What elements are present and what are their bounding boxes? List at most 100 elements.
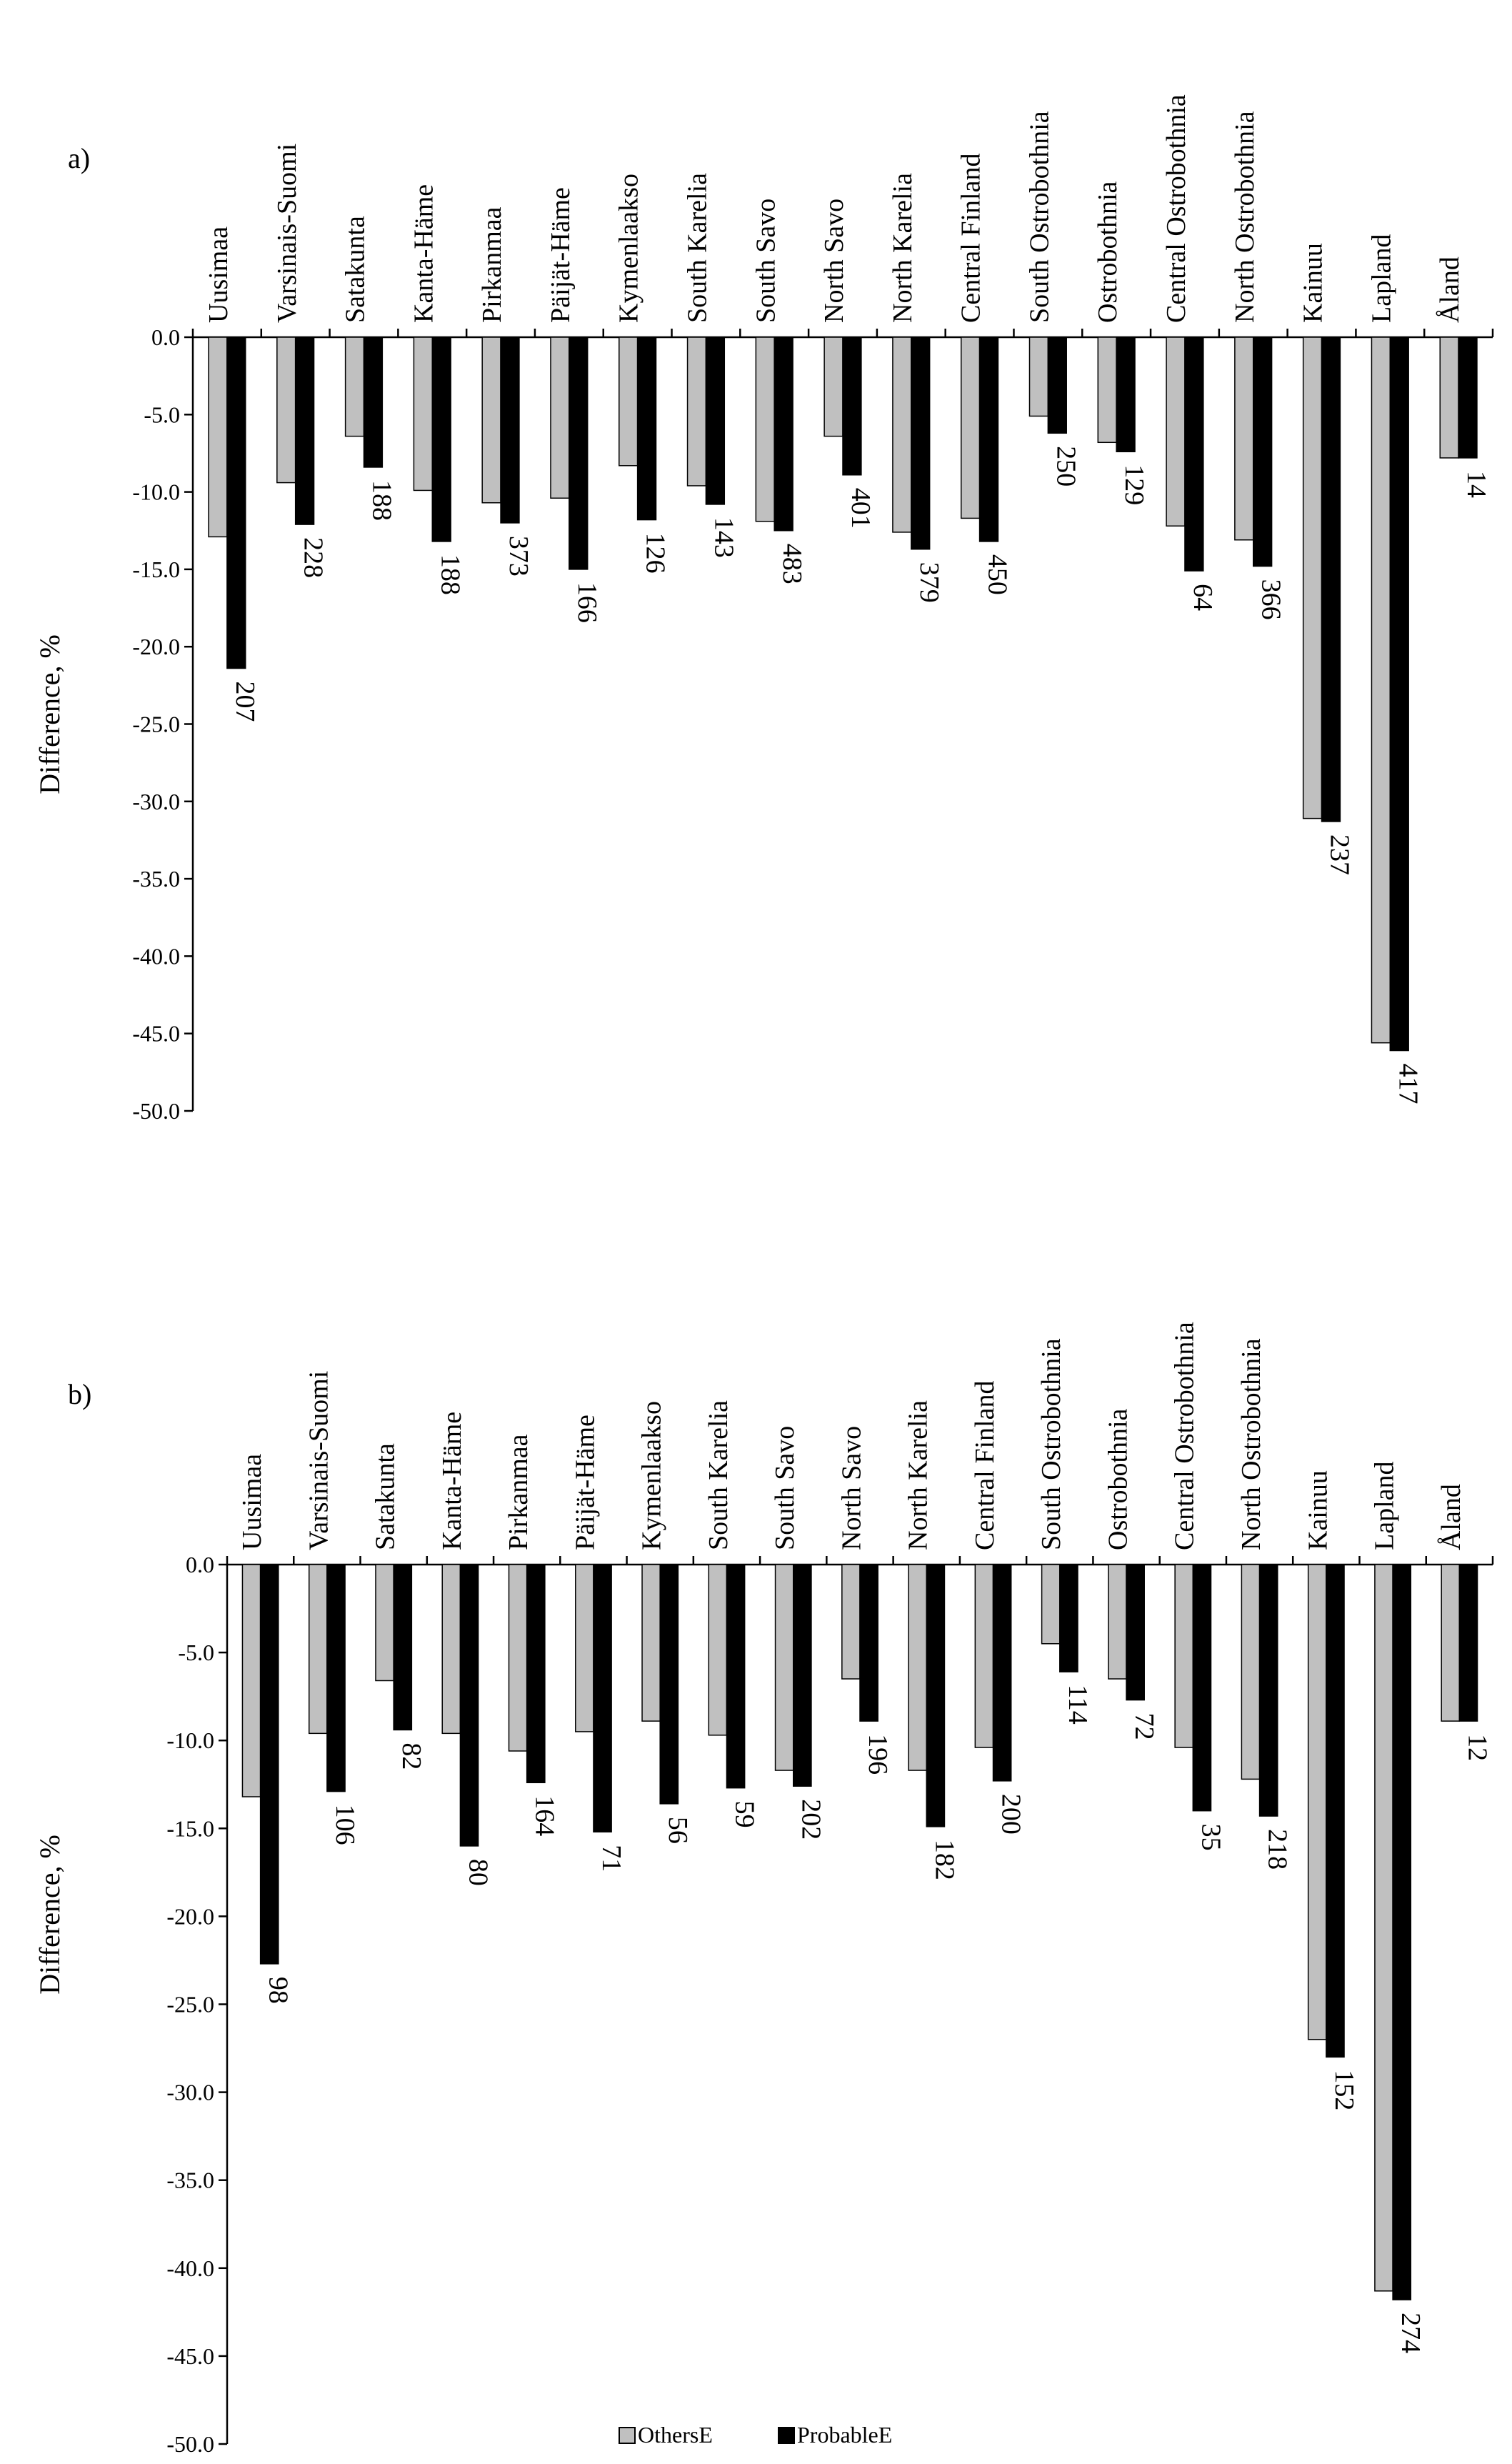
region-label-a-south-karelia: South Karelia [682,173,712,323]
legend-label-probablee: ProbableE [797,2422,892,2448]
bar-b-north-ostrobothnia-otherse [1241,1564,1261,1780]
bar-b-lapland-otherse [1374,1564,1393,2292]
count-label-a-aland: 14 [1461,471,1491,498]
bar-b-south-karelia-probablee [726,1564,746,1789]
bar-a-pirkanmaa-otherse [481,336,501,504]
region-label-a-north-savo: North Savo [819,199,849,323]
bar-b-ostrobothnia-probablee [1126,1564,1145,1701]
panel-b-y-tick-label: -25.0 [166,1992,214,2017]
bar-a-aland-otherse [1439,336,1459,459]
bar-a-central-finland-probablee [978,336,999,542]
bar-a-aland-probablee [1458,336,1478,459]
region-label-a-north-ostrobothnia: North Ostrobothnia [1230,111,1260,323]
region-label-b-uusimaa: Uusimaa [237,1454,267,1550]
bar-a-kainuu-probablee [1321,336,1341,822]
panel-b-y-tick-label: -40.0 [166,2255,214,2281]
panel-a-y-ticks: 0.0 -5.0 -10.0 -15.0 -20.0 -25.0 -30.0 -35.0 -40… [132,324,1494,1124]
region-label-a-pirkanmaa: Pirkanmaa [477,206,507,323]
bar-a-ostrobothnia-probablee [1116,336,1136,453]
bar-b-north-karelia-otherse [908,1564,928,1771]
region-label-b-central-finland: Central Finland [970,1381,1000,1550]
bar-b-kanta-hame-probablee [459,1564,479,1847]
panel-a-region-labels: Uusimaa Varsinais-Suomi Satakunta Kanta-Häm… [204,94,1465,323]
bar-a-satakunta-otherse [344,336,365,437]
region-label-b-north-ostrobothnia: North Ostrobothnia [1236,1338,1266,1550]
region-label-b-pirkanmaa: Pirkanmaa [504,1434,534,1550]
bar-a-kymenlaakso-probablee [636,336,657,521]
region-label-b-kymenlaakso: Kymenlaakso [637,1401,667,1550]
panel-a-y-tick-label: 0.0 [151,324,180,350]
region-label-a-ostrobothnia: Ostrobothnia [1093,181,1123,323]
region-label-a-lapland: Lapland [1366,234,1396,323]
panel-b-label: b) [68,1378,91,1410]
panel-b-y-tick-label: 0.0 [186,1552,214,1577]
count-label-b-south-karelia: 59 [729,1801,759,1828]
bar-b-kanta-hame-otherse [441,1564,461,1735]
region-label-a-central-ostrobothnia: Central Ostrobothnia [1161,94,1191,323]
region-label-b-satakunta: Satakunta [371,1443,401,1550]
panel-a-y-tick-label: -10.0 [132,479,180,505]
panel-a-y-tick-label: -15.0 [132,557,180,582]
count-label-a-kanta-hame: 188 [435,554,465,595]
panel-a-y-tick-label: -50.0 [132,1098,180,1124]
count-label-b-aland: 12 [1462,1734,1492,1761]
panel-b-y-tick-label: -20.0 [166,1903,214,1929]
bar-a-lapland-otherse [1371,336,1391,1044]
bar-a-lapland-probablee [1389,336,1409,1052]
bar-a-north-savo-probablee [842,336,862,476]
bar-a-pirkanmaa-probablee [500,336,520,524]
region-label-b-south-savo: South Savo [770,1426,800,1550]
bar-a-uusimaa-probablee [226,336,246,669]
count-label-b-pirkanmaa: 164 [530,1795,560,1836]
bar-b-central-finland-otherse [974,1564,994,1748]
bar-a-north-ostrobothnia-probablee [1252,336,1273,567]
bar-a-paijat-hame-otherse [550,336,570,499]
bar-a-paijat-hame-probablee [569,336,589,570]
bar-b-north-savo-probablee [859,1564,878,1722]
panel-a-y-tick-label: -40.0 [132,943,180,969]
bar-b-north-ostrobothnia-probablee [1258,1564,1278,1817]
bar-b-north-karelia-probablee [926,1564,946,1827]
bar-a-south-ostrobothnia-probablee [1047,336,1067,434]
bar-a-central-ostrobothnia-otherse [1166,336,1186,527]
count-label-a-kainuu: 237 [1325,834,1355,875]
bar-b-paijat-hame-probablee [593,1564,612,1832]
region-label-a-kymenlaakso: Kymenlaakso [614,174,644,323]
panel-b-region-labels: Uusimaa Varsinais-Suomi Satakunta Kanta-Häm… [237,1322,1466,1550]
panel-b: b) Difference, % 0.0 -5.0 -10.0 -15.0 -20.0 -… [34,1322,1494,2457]
bar-a-uusimaa-otherse [208,336,228,538]
bar-b-uusimaa-otherse [241,1564,261,1797]
count-label-a-north-karelia: 379 [914,562,944,603]
region-label-a-aland: Åland [1435,256,1465,323]
region-label-a-south-savo: South Savo [751,199,781,323]
count-label-a-pirkanmaa: 373 [504,536,534,577]
bar-b-south-savo-otherse [774,1564,794,1771]
count-label-a-varsinais-suomi: 228 [299,537,329,578]
region-label-b-south-karelia: South Karelia [704,1400,734,1550]
panel-a-bars [208,336,1478,1052]
legend-swatch-probablee [778,2427,795,2444]
bar-a-ostrobothnia-otherse [1097,336,1117,444]
panel-a-y-tick-label: -35.0 [132,866,180,892]
bar-b-aland-probablee [1458,1564,1478,1722]
region-label-b-kanta-hame: Kanta-Häme [437,1412,467,1550]
panel-a-label: a) [68,142,90,174]
bar-b-kainuu-probablee [1326,1564,1345,2058]
count-label-a-south-savo: 483 [777,544,807,584]
bar-b-central-ostrobothnia-otherse [1174,1564,1194,1748]
bar-a-kanta-hame-otherse [413,336,434,492]
count-label-a-uusimaa: 207 [230,682,260,722]
region-label-b-south-ostrobothnia: South Ostrobothnia [1036,1338,1066,1550]
region-label-b-kainuu: Kainuu [1303,1470,1333,1550]
count-label-a-north-ostrobothnia: 366 [1256,579,1286,620]
count-label-a-north-savo: 401 [846,488,876,529]
bar-b-pirkanmaa-probablee [526,1564,546,1784]
count-label-b-kanta-hame: 80 [463,1859,493,1886]
count-label-a-kymenlaakso: 126 [641,533,671,574]
count-label-b-north-savo: 196 [863,1734,893,1775]
bar-b-kainuu-otherse [1307,1564,1327,2040]
bar-b-kymenlaakso-probablee [659,1564,679,1805]
bar-b-paijat-hame-otherse [575,1564,594,1732]
region-label-a-paijat-hame: Päijät-Häme [546,187,576,323]
panel-b-y-tick-label: -50.0 [166,2431,214,2457]
